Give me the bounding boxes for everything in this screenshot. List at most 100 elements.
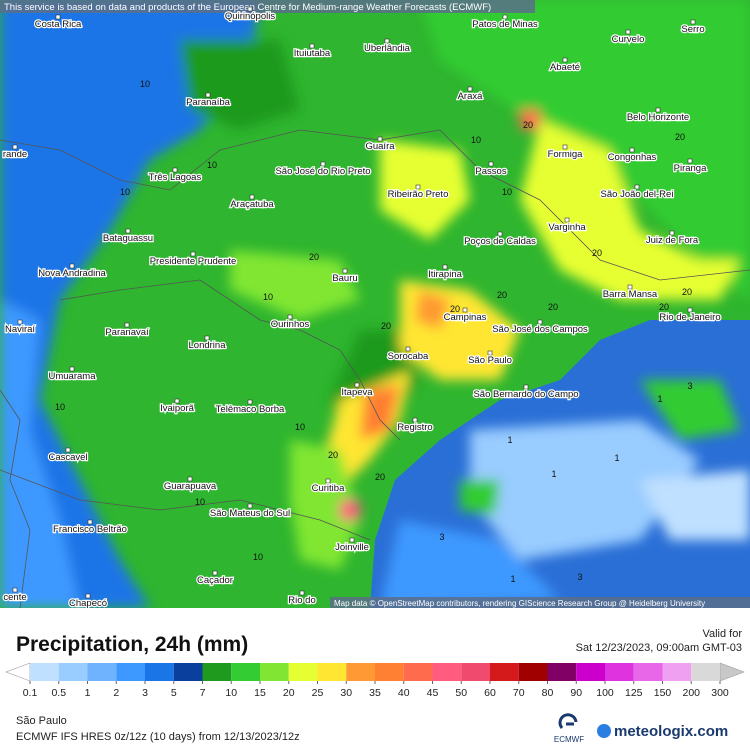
city-label: Ituiutaba: [294, 48, 331, 59]
contour-label: 10: [207, 160, 217, 170]
colorbar-label: 100: [596, 687, 614, 699]
city-dot: [687, 158, 693, 164]
colorbar-under: [5, 662, 31, 682]
contour-label: 10: [471, 135, 481, 145]
colorbar-swatch: [375, 663, 404, 681]
city-label: Londrina: [189, 340, 227, 351]
city-dot: [65, 447, 71, 453]
contour-label: 10: [55, 402, 65, 412]
colorbar-swatch: [145, 663, 174, 681]
meteologix-icon: [597, 724, 611, 738]
map-attribution-bg: [330, 597, 750, 608]
city-dot: [629, 147, 635, 153]
contour-label: 10: [295, 422, 305, 432]
city-dot: [502, 14, 508, 20]
colorbar-label: 25: [312, 687, 324, 699]
city-dot: [187, 476, 193, 482]
city-label: Patos de Minas: [472, 19, 538, 30]
city-dot: [687, 307, 693, 313]
city-label: Francisco Beltrão: [53, 524, 127, 535]
city-label: Araçatuba: [230, 199, 274, 210]
city-dot: [320, 161, 326, 167]
colorbar-swatch: [260, 663, 289, 681]
city-dot: [325, 478, 331, 484]
colorbar-label: 20: [283, 687, 295, 699]
city-label: Piranga: [674, 163, 707, 174]
city-dot: [634, 184, 640, 190]
city-label: Paranavaí: [105, 327, 149, 338]
city-dot: [488, 161, 494, 167]
contour-label: 10: [120, 187, 130, 197]
city-dot: [17, 319, 23, 325]
colorbar-label: 50: [455, 687, 467, 699]
contour-label: 1: [614, 453, 619, 463]
city-label: Rio do: [288, 595, 315, 606]
city-dot: [669, 230, 675, 236]
city-label: Caçador: [197, 575, 233, 586]
contour-label: 20: [523, 120, 533, 130]
city-label: Bauru: [332, 273, 357, 284]
city-dot: [655, 107, 661, 113]
city-dot: [627, 284, 633, 290]
contour-label: 10: [195, 497, 205, 507]
city-dot: [467, 86, 473, 92]
contour-label: 20: [497, 290, 507, 300]
city-dot: [69, 263, 75, 269]
city-dot: [12, 587, 18, 593]
city-dot: [384, 38, 390, 44]
colorbar-label: 150: [654, 687, 672, 699]
colorbar-swatch: [116, 663, 145, 681]
colorbar-swatch: [317, 663, 347, 681]
city-label: São Mateus do Sul: [210, 508, 290, 519]
colorbar-label: 80: [542, 687, 554, 699]
city-label: São José dos Campos: [492, 324, 588, 335]
contour-label: 10: [502, 187, 512, 197]
city-dot: [190, 251, 196, 257]
city-label: São Bernardo do Campo: [473, 389, 578, 400]
city-dot: [249, 194, 255, 200]
city-dot: [172, 167, 178, 173]
colorbar-label: 60: [484, 687, 496, 699]
city-dot: [299, 590, 305, 596]
city-label: Araxá: [458, 91, 484, 102]
colorbar-label: 1: [85, 687, 91, 699]
colorbar-label: 30: [340, 687, 352, 699]
city-dot: [405, 346, 411, 352]
city-label: rande: [3, 149, 27, 160]
city-dot: [523, 384, 529, 390]
colorbar-swatch: [58, 663, 88, 681]
contour-label: 3: [439, 532, 444, 542]
map-labels: Costa Rica Quirinópolis Ituiutaba Uberlândi…: [2, 6, 722, 608]
colorbar-label: 90: [570, 687, 582, 699]
city-dot: [12, 144, 18, 150]
city-dot: [625, 29, 631, 35]
model-info: ECMWF IFS HRES 0z/12z (10 days) from 12/…: [16, 731, 300, 743]
colorbar-label: 40: [398, 687, 410, 699]
contour-label: 1: [551, 469, 556, 479]
colorbar-swatch: [518, 663, 548, 681]
contour-label: 3: [577, 572, 582, 582]
city-label: Serro: [681, 24, 704, 35]
city-label: Guarapuava: [164, 481, 217, 492]
meteologix-logo: meteologix.com: [614, 723, 728, 740]
legend-title: Precipitation, 24h (mm): [16, 633, 248, 656]
city-dot: [205, 92, 211, 98]
city-dot: [124, 322, 130, 328]
colorbar-swatch: [461, 663, 490, 681]
city-dot: [69, 366, 75, 372]
city-dot: [412, 417, 418, 423]
colorbar-swatch: [288, 663, 318, 681]
location: São Paulo: [16, 715, 67, 727]
colorbar-swatch: [231, 663, 260, 681]
city-dot: [690, 19, 696, 25]
city-dot: [287, 314, 293, 320]
colorbar-swatch: [633, 663, 663, 681]
city-label: Congonhas: [608, 152, 657, 163]
ecmwf-icon: [558, 713, 578, 729]
city-label: Bataguassu: [103, 233, 153, 244]
colorbar-label: 0.5: [51, 687, 66, 699]
city-label: Itapeva: [341, 387, 373, 398]
contour-label: 20: [328, 450, 338, 460]
contour-label: 10: [253, 552, 263, 562]
city-label: Passos: [475, 166, 506, 177]
